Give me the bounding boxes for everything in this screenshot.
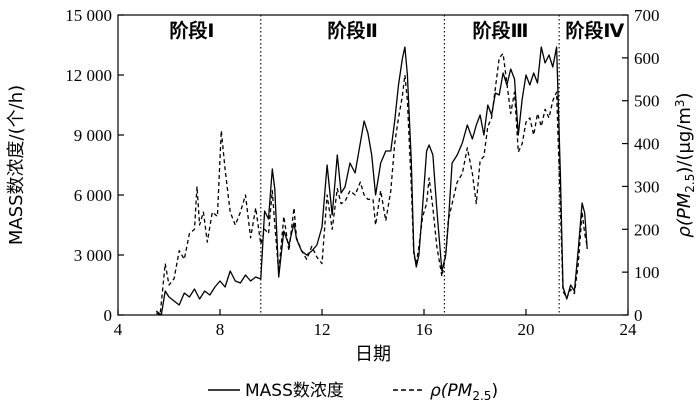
y-right-tick-label: 500 bbox=[634, 92, 660, 111]
y-right-tick-label: 700 bbox=[634, 6, 660, 25]
x-tick-label: 12 bbox=[314, 320, 331, 339]
x-axis-title: 日期 bbox=[355, 344, 391, 365]
stage-label: 阶段Ⅱ bbox=[327, 19, 378, 42]
y-right-title-sup: 3 bbox=[673, 99, 687, 107]
stage-labels: 阶段Ⅰ 阶段Ⅱ 阶段Ⅲ 阶段Ⅳ bbox=[169, 19, 624, 42]
y-right-tick-label: 0 bbox=[634, 306, 643, 325]
x-tick-label: 8 bbox=[216, 320, 225, 339]
y-left-tick-label: 12 000 bbox=[65, 66, 112, 85]
y-left-tick-label: 15 000 bbox=[65, 6, 112, 25]
y-right-tick-label: 200 bbox=[634, 220, 660, 239]
legend-pm-prefix: ρ(PM bbox=[430, 381, 473, 401]
legend-pm-suffix: ) bbox=[491, 381, 498, 401]
x-tick-label: 4 bbox=[114, 320, 123, 339]
stage-label: 阶段Ⅳ bbox=[565, 19, 624, 42]
x-tick-label: 20 bbox=[518, 320, 535, 339]
plot-frame bbox=[117, 14, 629, 316]
y-left-tick-label: 6 000 bbox=[74, 186, 112, 205]
y-axis-left-title: MASS数浓度/(个/h) bbox=[6, 85, 27, 245]
legend-pm-sub: 2.5 bbox=[472, 389, 491, 403]
y-right-tick-label: 300 bbox=[634, 177, 660, 196]
y-axis-right-title: ρ(PM2.5)/(μg/m3) bbox=[673, 92, 697, 237]
y-right-tick-label: 100 bbox=[634, 263, 660, 282]
y-left-tick-label: 3 000 bbox=[74, 246, 112, 265]
legend-mass-label: MASS数浓度 bbox=[245, 381, 344, 401]
stage-label: 阶段Ⅲ bbox=[473, 19, 529, 42]
y-right-title-end: ) bbox=[674, 92, 695, 99]
y-left-tick-label: 0 bbox=[104, 306, 113, 325]
x-tick-label: 24 bbox=[620, 320, 638, 339]
series-layer bbox=[155, 46, 588, 316]
mass-series-line bbox=[155, 46, 588, 316]
y-right-title-sub: 2.5 bbox=[683, 174, 697, 193]
y-right-title-main: ρ(PM bbox=[674, 192, 695, 237]
x-tick-label: 16 bbox=[416, 320, 433, 339]
legend-pm-label: ρ(PM2.5) bbox=[430, 381, 498, 403]
stage-label: 阶段Ⅰ bbox=[169, 19, 214, 42]
y-right-tick-label: 400 bbox=[634, 135, 660, 154]
legend: MASS数浓度 ρ(PM2.5) bbox=[208, 381, 498, 403]
y-right-tick-label: 600 bbox=[634, 49, 660, 68]
y-right-title-mid: )/(μg/m bbox=[674, 107, 695, 174]
stage-dividers bbox=[260, 15, 560, 315]
y-left-tick-label: 9 000 bbox=[74, 126, 112, 145]
